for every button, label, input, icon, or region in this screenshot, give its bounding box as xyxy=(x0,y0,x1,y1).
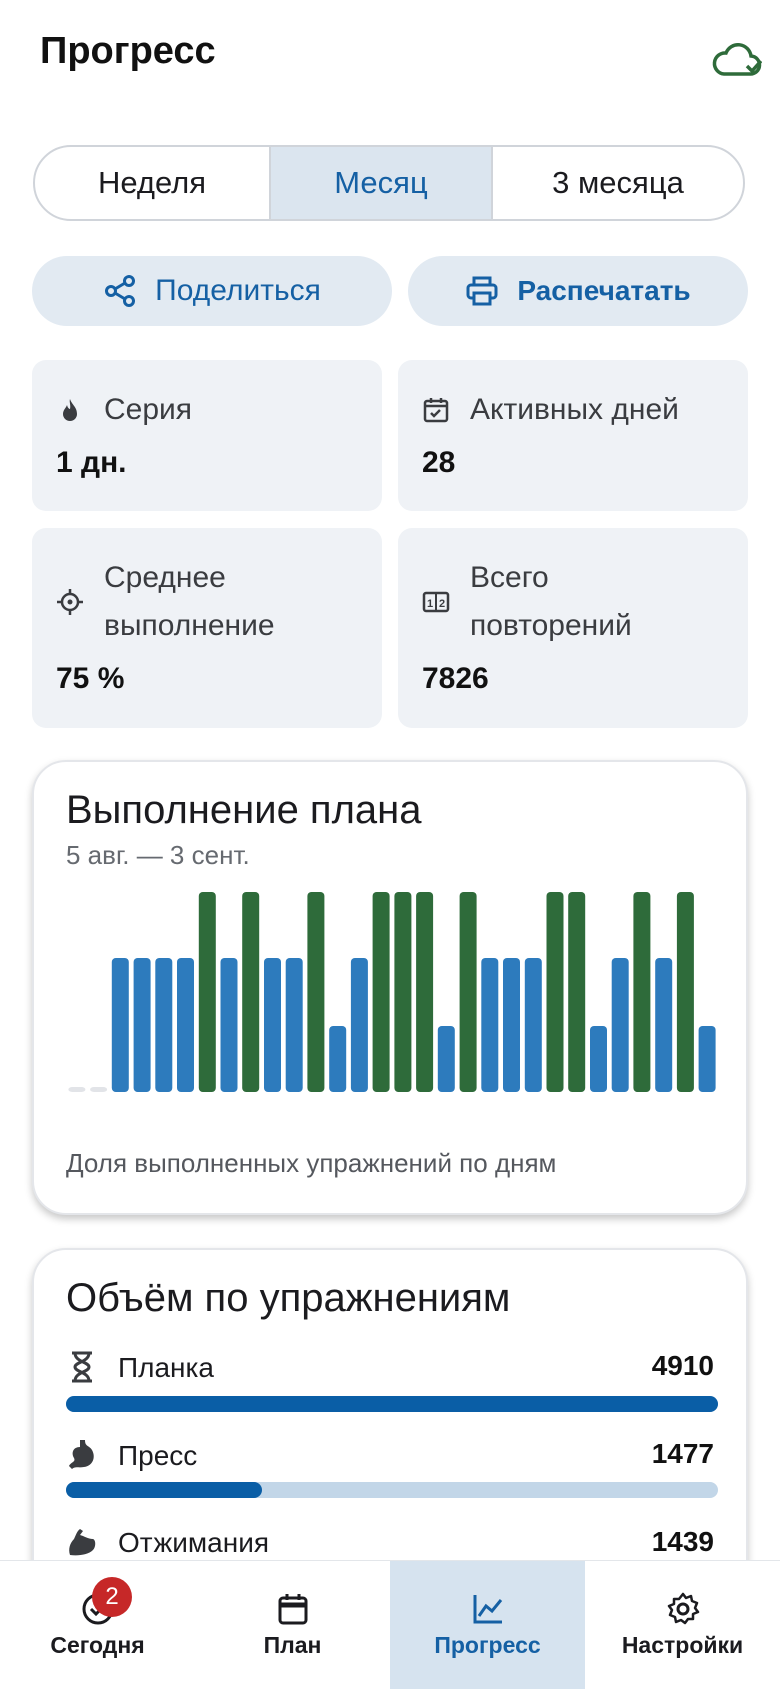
chart-bar-d24 xyxy=(568,892,586,1092)
chart-bar-d2 xyxy=(90,1087,108,1092)
completion-date-range: 5 авг. — 3 сент. xyxy=(66,840,250,870)
bottom-nav: Сегодня 2 План Прогресс Настройки xyxy=(0,1560,780,1689)
stat-label: Активных дней xyxy=(470,393,679,426)
nav-label: Сегодня xyxy=(50,1631,145,1658)
stat-total-reps: 1 2 Всего повторений 7826 xyxy=(398,528,748,728)
chart-bar-d4 xyxy=(133,958,151,1092)
chart-bar-d13 xyxy=(329,1026,347,1092)
volume-bar-fill xyxy=(66,1482,262,1498)
stat-avg-completion: Среднее выполнение 75 % xyxy=(32,528,382,728)
share-icon xyxy=(105,275,136,307)
stat-value: 1 дн. xyxy=(56,446,127,479)
muscle-icon xyxy=(69,1529,96,1556)
completion-chart xyxy=(68,892,716,1092)
volume-bar xyxy=(66,1482,718,1498)
calendar-check-icon xyxy=(423,398,449,423)
stat-label: Серия xyxy=(104,393,193,426)
chart-bar-d15 xyxy=(372,892,390,1092)
exercise-name: Отжимания xyxy=(118,1527,269,1558)
chart-bar-d18 xyxy=(437,1026,455,1092)
nav-label: Настройки xyxy=(621,1631,744,1658)
page-title: Прогресс xyxy=(40,30,216,72)
nav-item-today[interactable]: Сегодня 2 xyxy=(0,1561,195,1689)
nav-label: Прогресс xyxy=(434,1631,541,1658)
volume-bar xyxy=(66,1396,718,1412)
period-month-option[interactable]: Месяц xyxy=(271,147,493,219)
nav-item-settings[interactable]: Настройки xyxy=(585,1561,780,1689)
exercise-name: Пресс xyxy=(118,1440,198,1471)
completion-card: Выполнение плана 5 авг. — 3 сент. Доля в… xyxy=(32,760,748,1215)
chart-bar-d19 xyxy=(459,892,477,1092)
stat-label: Всего повторений xyxy=(470,561,632,642)
nav-label: План xyxy=(263,1631,322,1658)
print-button[interactable]: Распечатать xyxy=(408,256,748,326)
chart-bar-d20 xyxy=(481,958,499,1092)
hourglass-icon xyxy=(72,1351,92,1383)
share-label: Поделиться xyxy=(155,274,321,307)
target-icon xyxy=(57,589,83,615)
exercise-name: Планка xyxy=(118,1352,214,1383)
chart-bar-d30 xyxy=(698,1026,716,1092)
chart-bar-d16 xyxy=(394,892,412,1092)
exercise-volume: 4910 xyxy=(651,1350,714,1381)
share-button[interactable]: Поделиться xyxy=(32,256,392,326)
chart-bar-d5 xyxy=(155,958,173,1092)
stat-value: 75 % xyxy=(56,662,125,695)
stat-active-days: Активных дней 28 xyxy=(398,360,748,511)
chart-line-icon xyxy=(473,1594,502,1623)
notification-badge: 2 xyxy=(92,1577,132,1617)
svg-text:1: 1 xyxy=(427,598,433,610)
chart-bar-d25 xyxy=(590,1026,607,1092)
chart-bar-d9 xyxy=(242,892,260,1092)
chart-bar-d17 xyxy=(416,892,434,1092)
gear-icon xyxy=(667,1592,699,1624)
stat-label: Среднее выполнение xyxy=(104,561,275,642)
svg-text:2: 2 xyxy=(439,598,445,610)
calendar-icon xyxy=(278,1593,307,1624)
period-3-months-option[interactable]: 3 месяца xyxy=(552,165,684,200)
chart-bar-d23 xyxy=(546,892,564,1092)
stat-streak: Серия 1 дн. xyxy=(32,360,382,511)
chart-bar-d11 xyxy=(285,958,303,1092)
nav-item-plan[interactable]: План xyxy=(195,1561,390,1689)
period-selector: Неделя Месяц 3 месяца xyxy=(33,145,745,221)
stomach-icon xyxy=(69,1440,94,1469)
volume-bar-fill xyxy=(66,1396,718,1412)
chart-bar-d12 xyxy=(307,892,325,1092)
printer-icon xyxy=(466,276,498,306)
chart-bar-d1 xyxy=(68,1087,86,1092)
completion-title: Выполнение плана xyxy=(66,788,422,832)
chart-bar-d21 xyxy=(503,958,520,1092)
completion-caption: Доля выполненных упражнений по дням xyxy=(66,1148,557,1178)
chart-bar-d10 xyxy=(264,958,281,1092)
chart-bar-d26 xyxy=(611,958,629,1092)
print-label: Распечатать xyxy=(517,275,691,306)
chart-bar-d6 xyxy=(177,958,194,1092)
chart-bar-d28 xyxy=(655,958,673,1092)
chart-bar-d8 xyxy=(220,958,238,1092)
period-week-option[interactable]: Неделя xyxy=(35,147,271,219)
chart-bar-d22 xyxy=(524,958,542,1092)
exercise-volume: 1439 xyxy=(651,1526,714,1557)
exercise-volume: 1477 xyxy=(651,1438,714,1469)
cloud-done-icon[interactable] xyxy=(710,36,762,80)
stat-value: 28 xyxy=(422,446,456,479)
nav-item-progress[interactable]: Прогресс xyxy=(390,1561,585,1689)
chart-bar-d7 xyxy=(198,892,216,1092)
chart-bar-d3 xyxy=(111,958,129,1092)
stat-value: 7826 xyxy=(422,662,489,695)
chart-bar-d27 xyxy=(633,892,651,1092)
counter-icon: 1 2 xyxy=(422,591,450,613)
chart-bar-d29 xyxy=(676,892,694,1092)
chart-bar-d14 xyxy=(350,958,368,1092)
flame-icon xyxy=(63,399,77,421)
volume-title: Объём по упражнениям xyxy=(66,1276,511,1320)
